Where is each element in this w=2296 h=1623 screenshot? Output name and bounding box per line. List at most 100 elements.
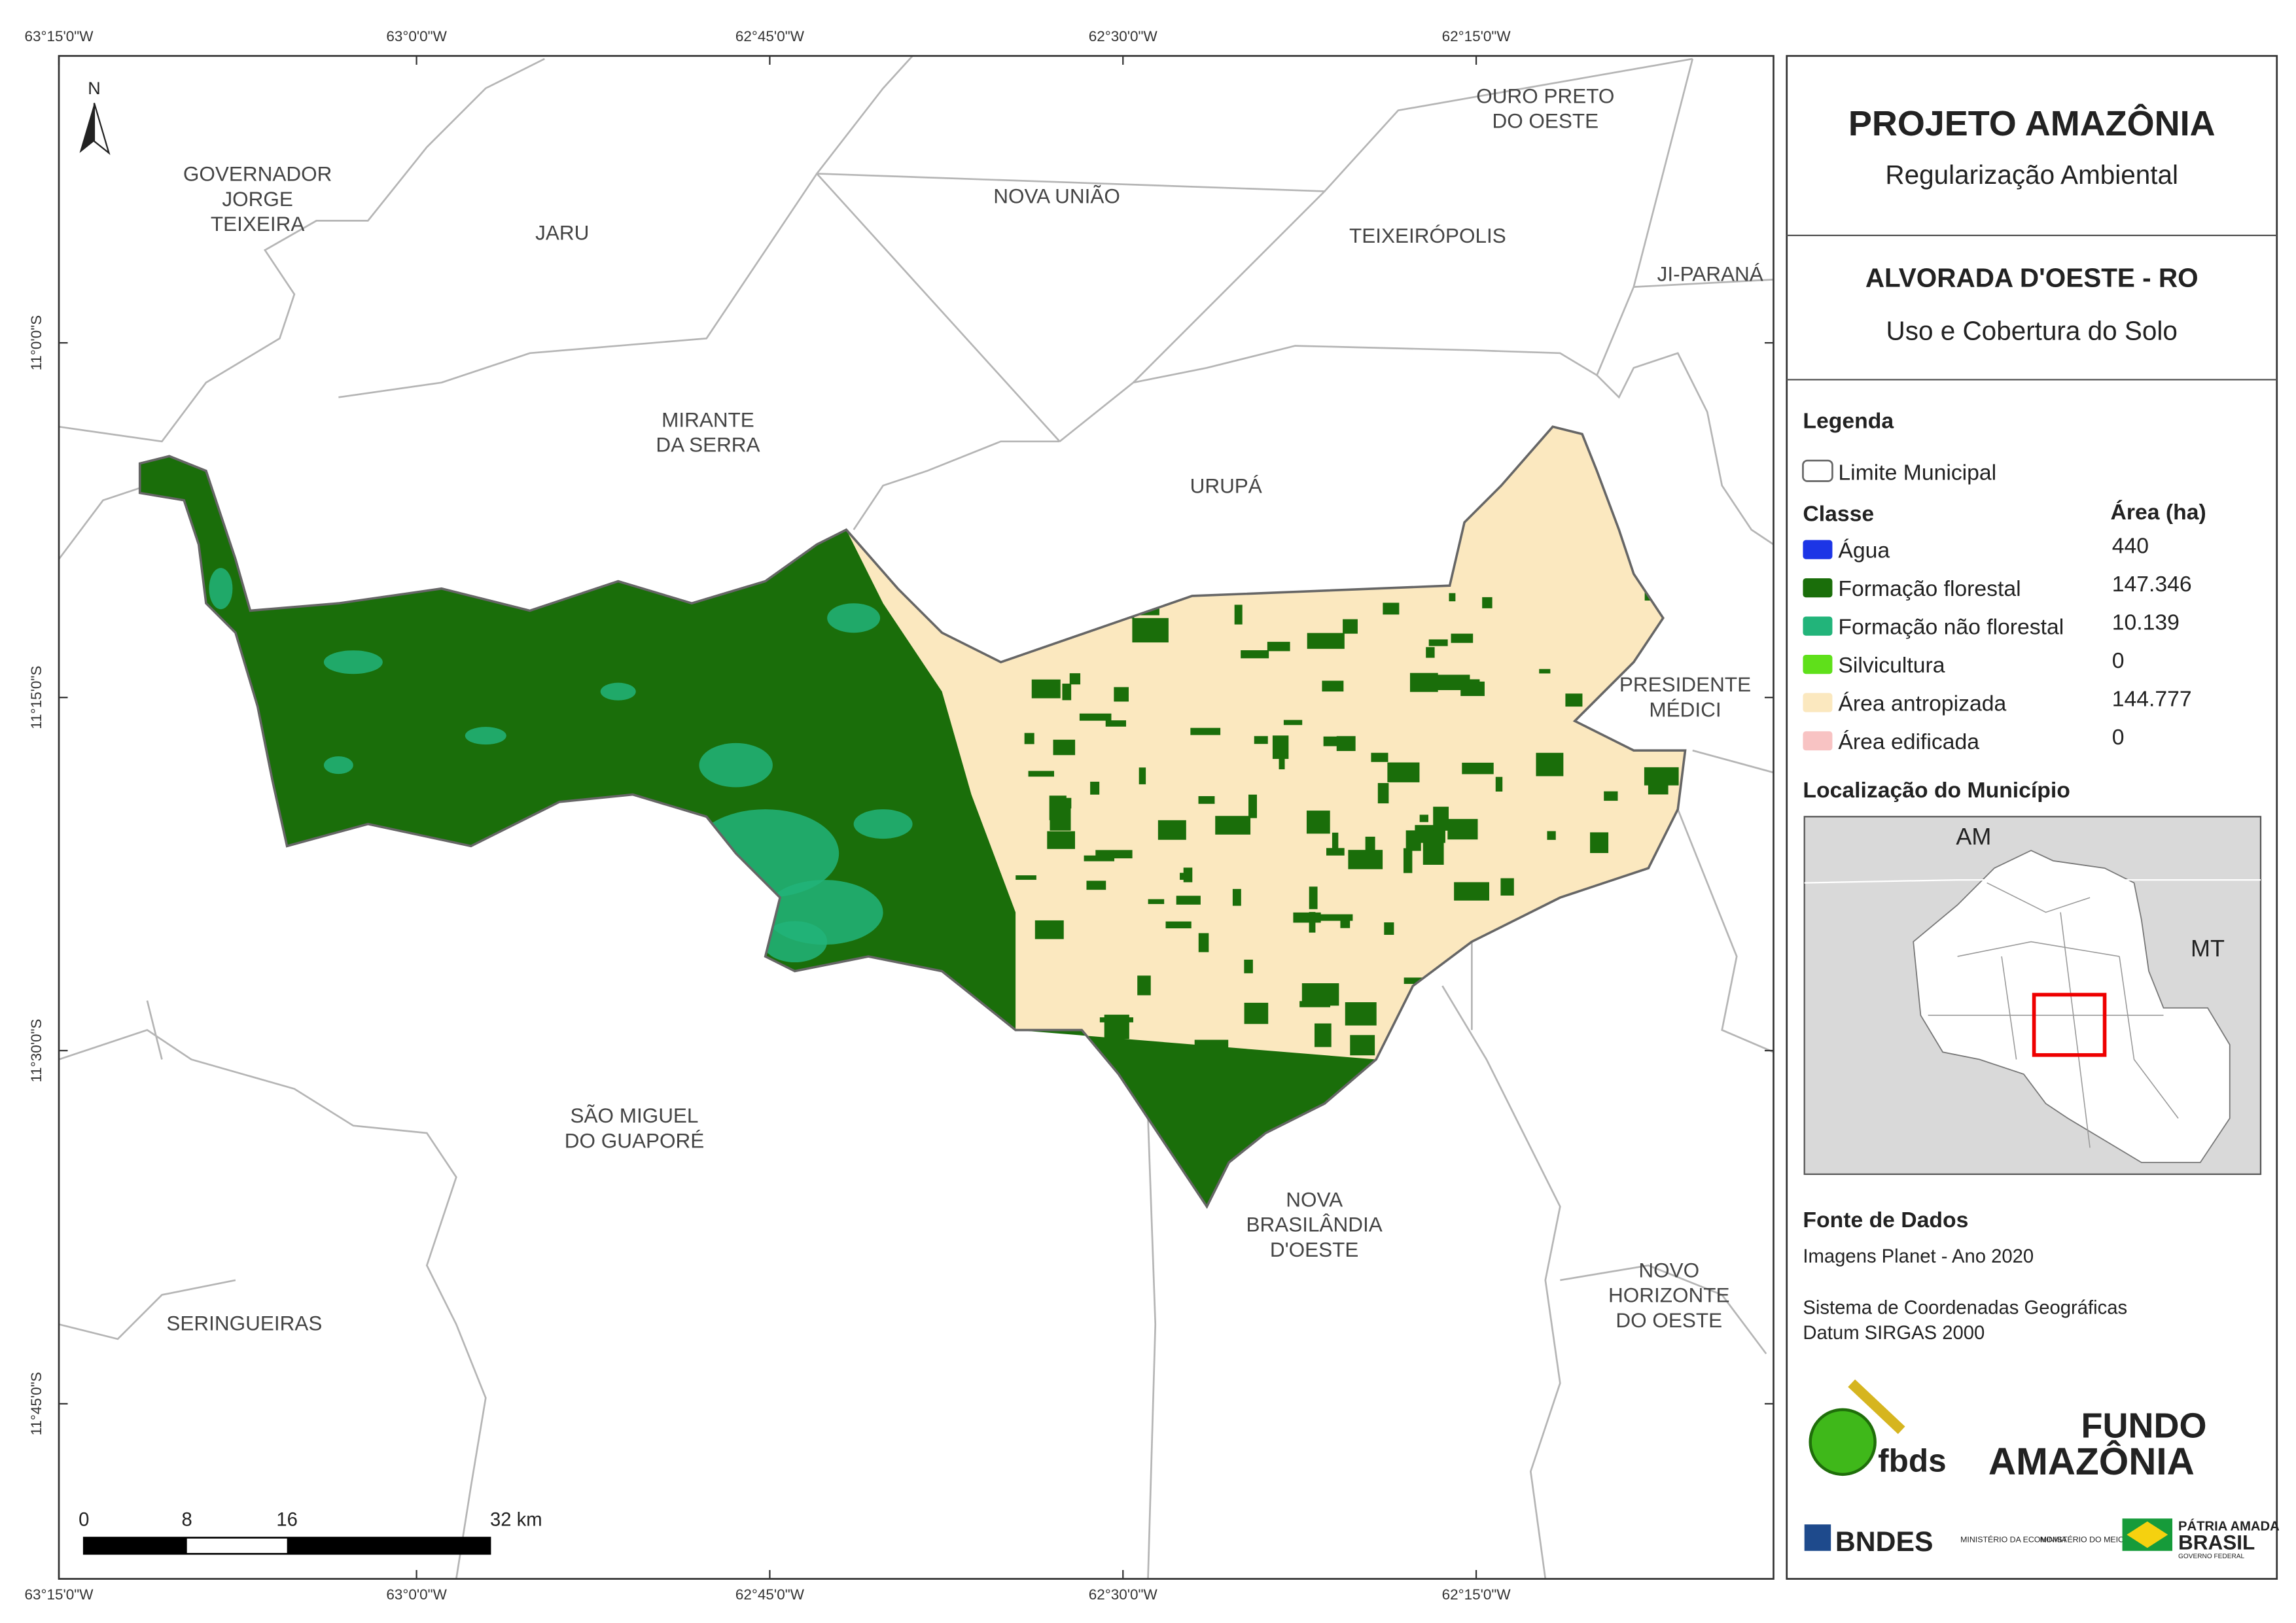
forest-patch [1323, 736, 1355, 746]
forest-patch [1137, 975, 1151, 996]
municipal-boundary [1147, 1118, 1157, 1579]
scale-label: 8 [182, 1510, 192, 1531]
class-area: 147.346 [2112, 572, 2192, 597]
inset-state-line [1804, 879, 2261, 884]
place-label: JORGE [222, 187, 292, 211]
forest-patch [1495, 777, 1503, 792]
fbds-text: fbds [1878, 1442, 1946, 1478]
forest-patch [1198, 933, 1209, 952]
forest-patch [1409, 672, 1438, 692]
inset-boundary [2001, 956, 2017, 1060]
latitude-label: 11°30'0"S [28, 1019, 44, 1082]
forest-patch [1462, 762, 1494, 775]
class-swatch [1803, 540, 1833, 559]
forest-patch [1244, 959, 1253, 973]
nonforest-patch [209, 568, 233, 610]
class-name: Formação florestal [1838, 576, 2021, 601]
forest-patch [1317, 914, 1353, 921]
side-panel: PROJETO AMAZÔNIA Regularização Ambiental A… [1786, 55, 2280, 1580]
nonforest-patch [600, 682, 636, 701]
class-header: Classe [1803, 501, 1874, 526]
forest-patch [1539, 669, 1551, 674]
municipal-boundary [816, 56, 913, 175]
forest-patch [1449, 593, 1456, 602]
latitude-label: 11°45'0"S [28, 1372, 44, 1435]
fbds-globe [1809, 1408, 1877, 1476]
forest-patch [1343, 619, 1358, 634]
forest-patch [1244, 1002, 1269, 1024]
place-label: NOVA UNIÃO [993, 184, 1120, 207]
forest-patch [1426, 647, 1435, 658]
forest-patch [1047, 831, 1075, 849]
forest-patch [1309, 886, 1318, 909]
municipality-outline [138, 425, 1687, 1210]
forest-patch [1105, 720, 1127, 727]
class-name: Área antropizada [1838, 691, 2006, 716]
forest-patch [1403, 848, 1413, 873]
place-label: DA SERRA [656, 433, 760, 457]
place-label: NOVA [1286, 1187, 1343, 1211]
forest-patch [1422, 842, 1444, 865]
inset-label: AM [1956, 823, 1991, 850]
forest-patch [1079, 713, 1112, 721]
forest-patch [1024, 733, 1034, 744]
class-area: 10.139 [2112, 610, 2180, 635]
forest-patch [1604, 791, 1618, 801]
place-label: SERINGUEIRAS [166, 1311, 322, 1335]
north-label: N [88, 79, 101, 98]
forest-patch [1340, 918, 1351, 928]
scale-seg [287, 1537, 491, 1554]
inset-label: MT [2191, 935, 2225, 962]
forest-patch [1241, 650, 1269, 659]
forest-patch [1454, 882, 1489, 901]
place-label: TEIXEIRA [211, 212, 304, 236]
longitude-label: 62°15'0"W [1442, 1586, 1511, 1603]
forest-patch [1104, 1015, 1129, 1039]
longitude-label: 62°45'0"W [735, 1586, 805, 1603]
place-label: JI-PARANÁ [1657, 262, 1763, 286]
forest-patch [1132, 618, 1169, 643]
latitude-label: 11°0'0"S [28, 315, 44, 371]
area-header: Área (ha) [2111, 500, 2206, 525]
municipal-boundary [59, 1029, 487, 1579]
forest-patch [1086, 881, 1106, 890]
forest-patch [1069, 673, 1081, 685]
governo-text: GOVERNO FEDERAL [2178, 1553, 2244, 1560]
forest-patch [1016, 875, 1036, 880]
class-area: 144.777 [2112, 687, 2192, 712]
inset-boundary [1957, 941, 2120, 957]
north-arrow-right [93, 103, 111, 156]
scale-label: 16 [276, 1510, 298, 1531]
forest-patch [1198, 796, 1215, 804]
fundo-text: FUNDO [2081, 1406, 2207, 1446]
forest-patch [1404, 977, 1426, 985]
forest-patch [1435, 822, 1469, 829]
forest-patch [1419, 814, 1428, 822]
source-line: Imagens Planet - Ano 2020 [1803, 1246, 2034, 1267]
class-swatch [1803, 578, 1833, 598]
place-label: DO OESTE [1616, 1308, 1722, 1332]
forest-patch [1090, 781, 1100, 795]
bndes-text: BNDES [1835, 1526, 1934, 1558]
forest-patch [1428, 639, 1448, 646]
nonforest-patch [827, 603, 881, 633]
forest-patch [1234, 604, 1243, 625]
municipal-boundary [853, 440, 1060, 531]
inset-boundary [2119, 956, 2179, 1119]
forest-patch [1031, 679, 1061, 699]
source-line: Sistema de Coordenadas Geográficas [1803, 1298, 2127, 1319]
nonforest-patch [853, 809, 913, 839]
class-swatch [1803, 616, 1833, 636]
class-swatch [1803, 654, 1833, 674]
forest-patch [1114, 687, 1129, 702]
source-line: Datum SIRGAS 2000 [1803, 1323, 1985, 1344]
forest-patch [1279, 756, 1285, 770]
place-label: TEIXEIRÓPOLIS [1349, 224, 1506, 247]
municipal-boundary [1560, 1265, 1767, 1355]
nonforest-patch [762, 921, 828, 963]
forest-patch [1254, 736, 1268, 744]
place-label: MÉDICI [1649, 697, 1721, 721]
